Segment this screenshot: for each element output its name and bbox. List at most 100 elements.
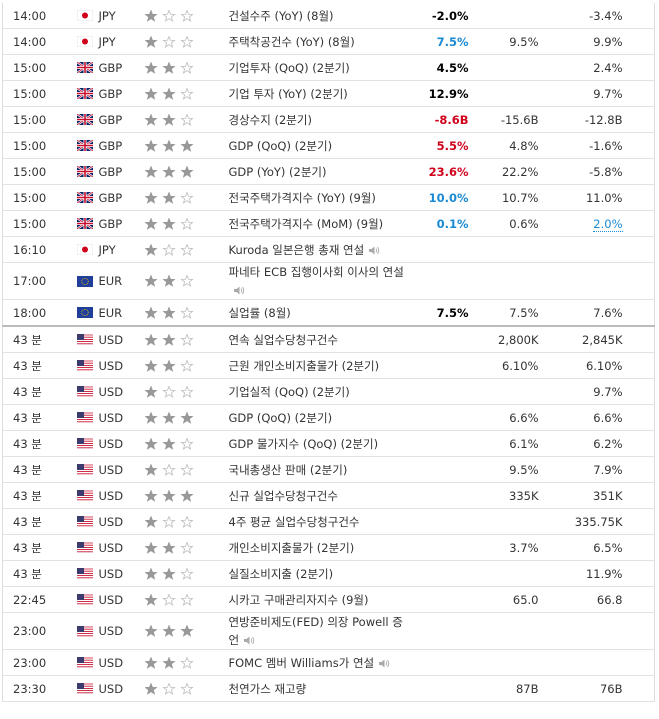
currency: USD bbox=[98, 560, 141, 587]
previous-cell: 6.5% bbox=[546, 534, 631, 561]
spacer-cell bbox=[630, 612, 655, 650]
actual-cell bbox=[418, 325, 477, 353]
star bbox=[161, 385, 176, 398]
event-row: 43 분 USD 연속 실업수당청구건수 2,800K 2,845K bbox=[2, 325, 655, 353]
previous-cell: -12.8B bbox=[546, 106, 631, 133]
time: 15:00 bbox=[2, 184, 71, 211]
time: 43 분 bbox=[2, 378, 71, 405]
previous-value: 6.6% bbox=[593, 410, 623, 425]
star bbox=[179, 165, 194, 178]
actual-cell: -2.0% bbox=[418, 3, 477, 29]
spacer-cell bbox=[630, 262, 655, 300]
star bbox=[161, 411, 176, 424]
event-name: 기업 투자 (YoY) (2분기) bbox=[228, 86, 348, 101]
importance-cell bbox=[140, 184, 229, 211]
previous-cell: 7.6% bbox=[546, 299, 631, 327]
actual-cell bbox=[418, 649, 477, 676]
star bbox=[144, 333, 158, 346]
importance-stars bbox=[144, 113, 194, 126]
speech-icon bbox=[379, 659, 390, 667]
event-cell: 천연가스 재고량 bbox=[228, 675, 419, 702]
star bbox=[144, 489, 158, 502]
star bbox=[161, 541, 176, 554]
importance-cell bbox=[140, 404, 229, 431]
forecast-value: 22.2% bbox=[501, 164, 539, 179]
previous-value: 7.6% bbox=[593, 305, 623, 320]
importance-stars bbox=[144, 385, 194, 398]
currency: GBP bbox=[98, 184, 141, 211]
event-name: 실업률 (8월) bbox=[228, 305, 291, 320]
previous-cell: 66.8 bbox=[546, 586, 631, 613]
importance-cell bbox=[140, 508, 229, 535]
flag-cell bbox=[70, 404, 99, 431]
event-row: 43 분 USD 개인소비지출물가 (2분기) 3.7% 6.5% bbox=[2, 534, 655, 561]
importance-cell bbox=[140, 262, 229, 300]
flag-cell bbox=[70, 534, 99, 561]
time: 43 분 bbox=[2, 534, 71, 561]
currency: GBP bbox=[98, 106, 141, 133]
event-row: 15:00 GBP 경상수지 (2분기) -8.6B -15.6B -12.8B bbox=[2, 106, 655, 133]
importance-cell bbox=[140, 560, 229, 587]
star bbox=[144, 9, 158, 22]
importance-cell bbox=[140, 3, 229, 29]
previous-value: 351K bbox=[593, 488, 623, 503]
previous-cell: 2.0% bbox=[546, 210, 631, 237]
event-row: 23:00 USD FOMC 멤버 Williams가 연설 bbox=[2, 649, 655, 676]
forecast-cell bbox=[476, 649, 547, 676]
forecast-cell: 335K bbox=[476, 482, 547, 509]
event-cell: 기업실적 (QoQ) (2분기) bbox=[228, 378, 419, 405]
previous-cell: 6.2% bbox=[546, 430, 631, 457]
spacer-cell bbox=[630, 586, 655, 613]
star bbox=[144, 113, 158, 126]
star bbox=[161, 333, 176, 346]
star bbox=[144, 61, 158, 74]
previous-value: 76B bbox=[599, 681, 623, 696]
flag-cell bbox=[70, 28, 99, 55]
star bbox=[179, 625, 194, 637]
star bbox=[161, 217, 176, 230]
forecast-value: 4.8% bbox=[509, 138, 539, 153]
event-name: GDP (QoQ) (2분기) bbox=[228, 138, 333, 153]
star bbox=[144, 139, 158, 152]
star bbox=[144, 385, 158, 398]
actual-cell: 7.5% bbox=[418, 299, 477, 327]
actual-cell: 12.9% bbox=[418, 80, 477, 107]
event-row: 15:00 GBP 전국주택가격지수 (YoY) (9월) 10.0% 10.7% 11.… bbox=[2, 184, 655, 211]
event-row: 43 분 USD 국내총생산 판매 (2분기) 9.5% 7.9% bbox=[2, 456, 655, 483]
forecast-cell: 6.6% bbox=[476, 404, 547, 431]
country-flag bbox=[76, 166, 93, 177]
previous-value: 9.7% bbox=[593, 384, 623, 399]
importance-cell bbox=[140, 378, 229, 405]
event-row: 43 분 USD GDP (QoQ) (2분기) 6.6% 6.6% bbox=[2, 404, 655, 431]
currency: JPY bbox=[98, 236, 141, 263]
forecast-cell: 9.5% bbox=[476, 28, 547, 55]
event-name: 연속 실업수당청구건수 bbox=[228, 332, 338, 347]
time: 18:00 bbox=[2, 299, 71, 327]
flag-cell bbox=[70, 352, 99, 379]
currency: GBP bbox=[98, 132, 141, 159]
flag-cell bbox=[70, 184, 99, 211]
time: 43 분 bbox=[2, 508, 71, 535]
actual-cell bbox=[418, 352, 477, 379]
star bbox=[161, 489, 176, 502]
importance-cell bbox=[140, 325, 229, 353]
event-name: 전국주택가격지수 (MoM) (9월) bbox=[228, 216, 384, 231]
time: 15:00 bbox=[2, 210, 71, 237]
previous-cell: -3.4% bbox=[546, 3, 631, 29]
country-flag bbox=[76, 412, 93, 423]
country-flag bbox=[76, 464, 93, 475]
country-flag bbox=[76, 244, 93, 255]
time: 15:00 bbox=[2, 132, 71, 159]
forecast-value: 65.0 bbox=[512, 592, 539, 607]
star bbox=[161, 87, 176, 100]
forecast-cell: 6.1% bbox=[476, 430, 547, 457]
previous-cell: 335.75K bbox=[546, 508, 631, 535]
forecast-value: 6.1% bbox=[509, 436, 539, 451]
forecast-value: 0.6% bbox=[509, 216, 539, 231]
importance-cell bbox=[140, 54, 229, 81]
star bbox=[144, 306, 158, 319]
currency: GBP bbox=[98, 80, 141, 107]
time: 43 분 bbox=[2, 352, 71, 379]
event-row: 23:30 USD 천연가스 재고량 87B 76B bbox=[2, 675, 655, 702]
importance-stars bbox=[144, 61, 194, 74]
